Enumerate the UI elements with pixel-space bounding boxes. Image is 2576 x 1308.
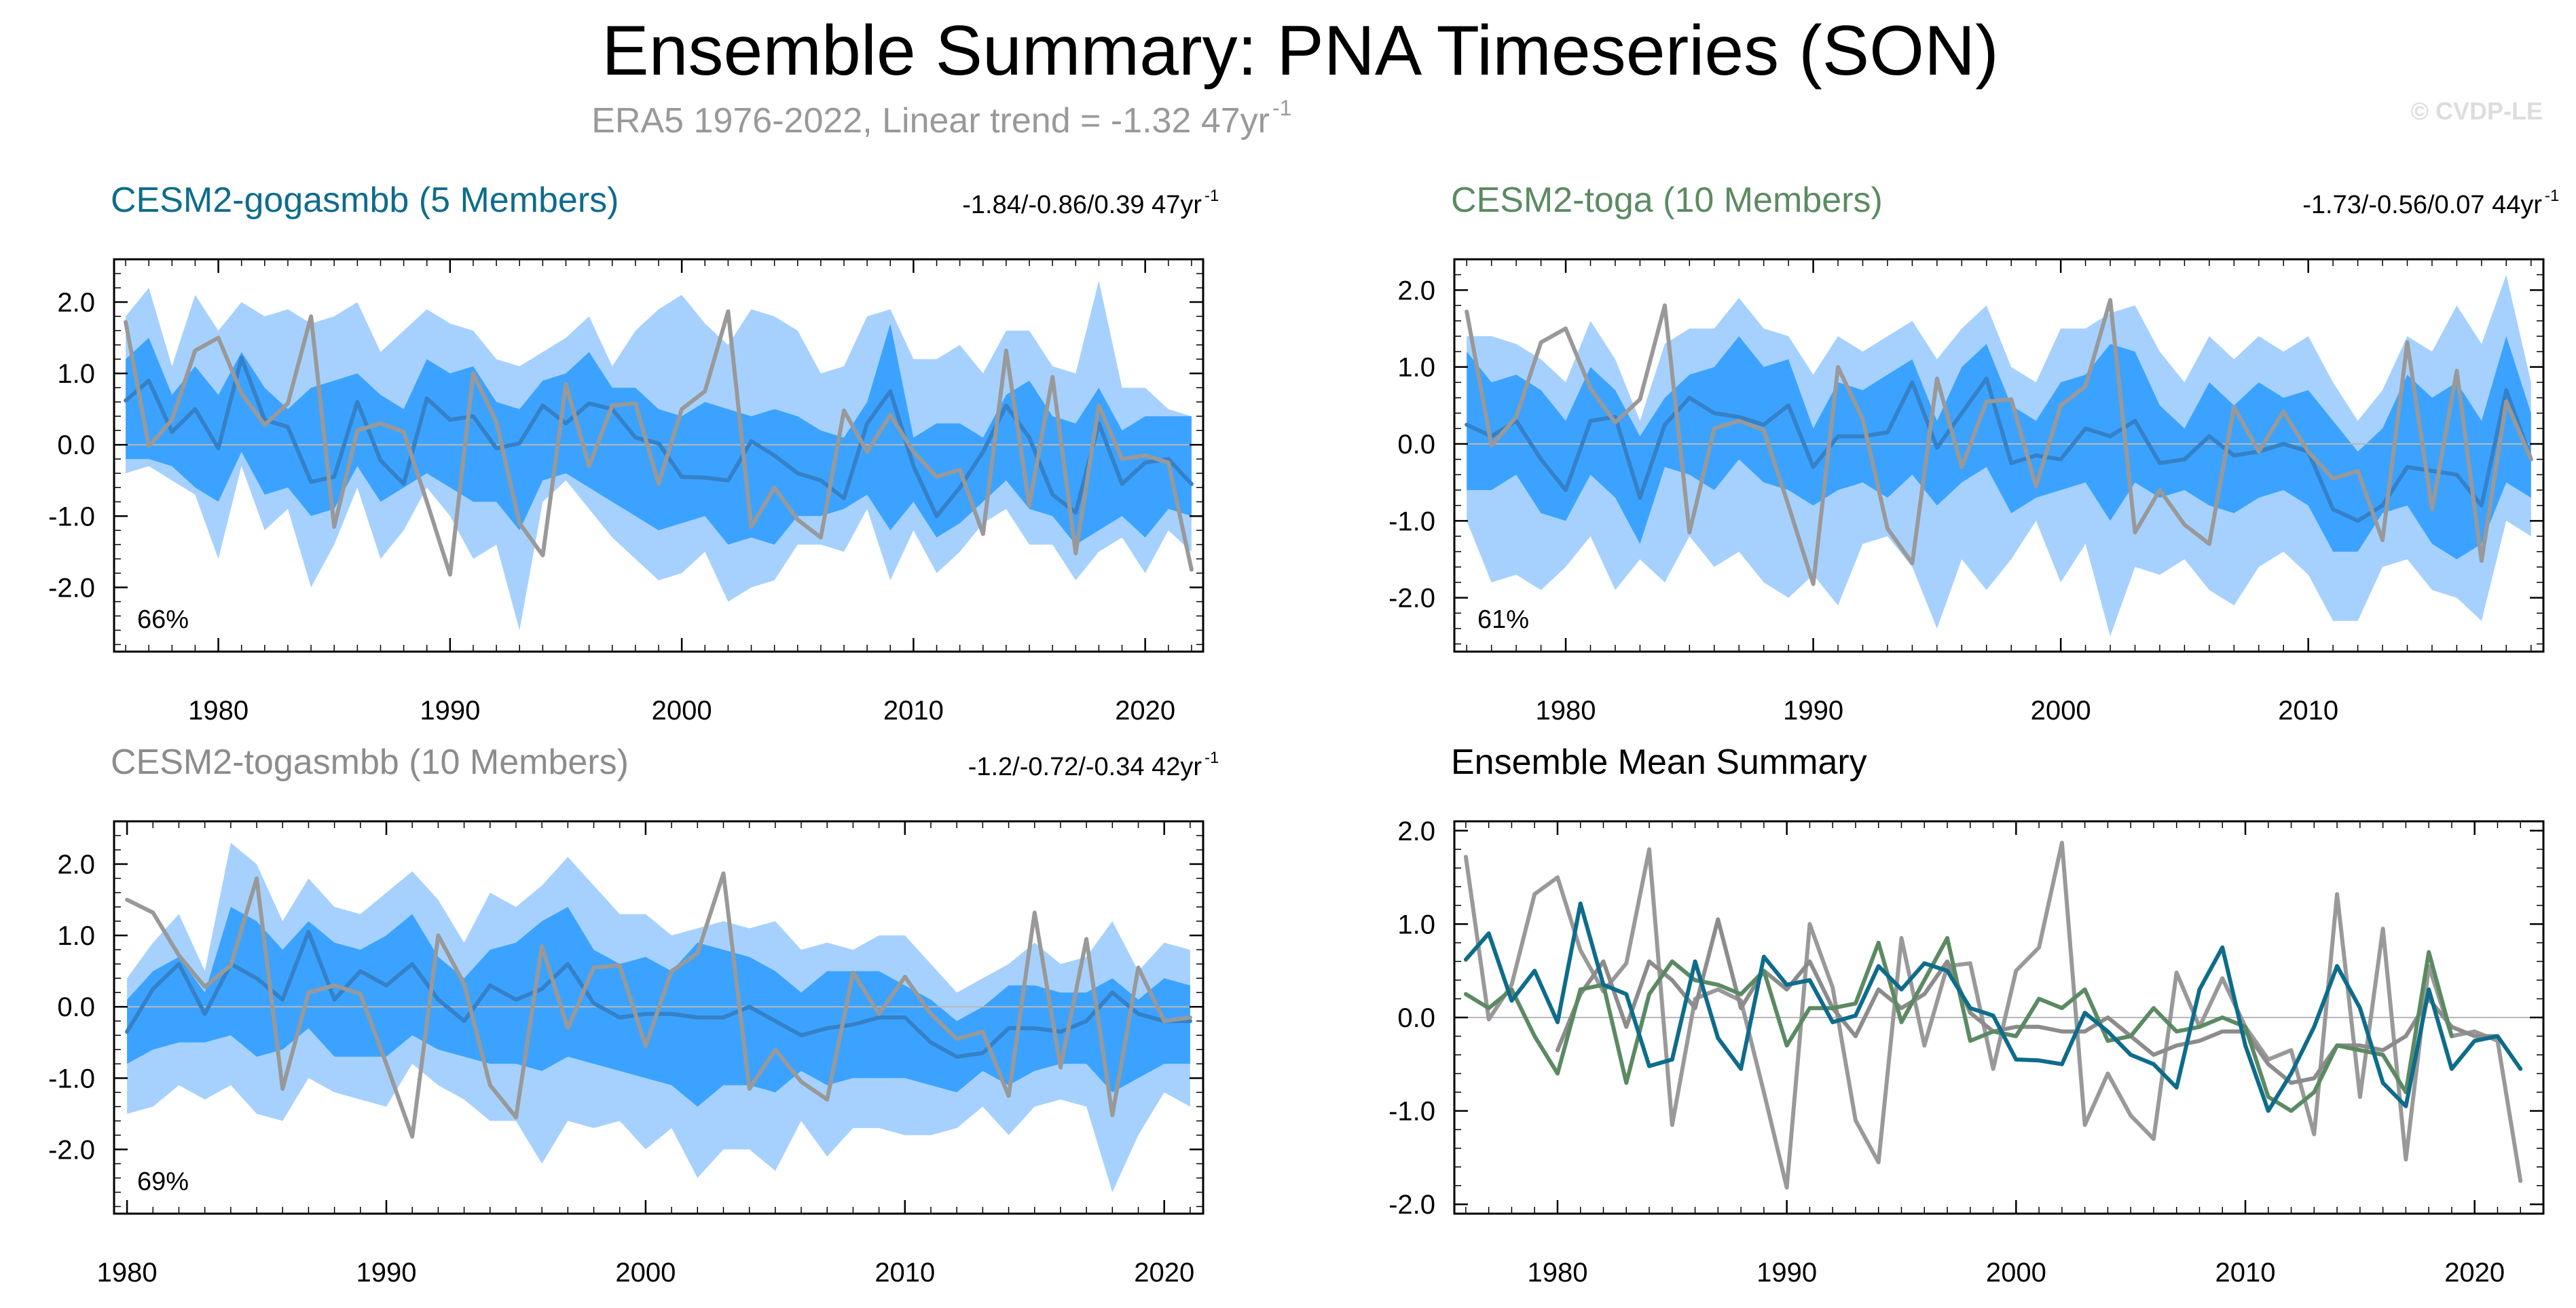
x-tick-label: 1990 [420, 696, 480, 726]
x-tick-label: 1990 [1783, 696, 1843, 726]
y-tick-label: 2.0 [57, 288, 95, 318]
plot-frame [1453, 258, 2545, 653]
y-tick-label: -2.0 [48, 1135, 95, 1165]
series-line-era5 [1463, 840, 2523, 1190]
figure-subtitle-superscript: -1 [1272, 96, 1291, 120]
panel-title: Ensemble Mean Summary [1451, 743, 1867, 782]
x-tick-label: 2000 [652, 696, 712, 726]
x-tick-label: 1990 [356, 1258, 417, 1288]
observations-line [124, 309, 1194, 577]
plot-area [114, 842, 1203, 1193]
x-tick-label: 1980 [97, 1258, 158, 1288]
y-tick-label: 2.0 [1397, 276, 1435, 305]
x-tick-label: 1980 [188, 696, 249, 726]
y-tick-label: 2.0 [1397, 817, 1435, 846]
panel-title: CESM2-toga (10 Members) [1451, 181, 1883, 220]
trend-superscript: -1 [1204, 187, 1219, 205]
y-tick-label: 1.0 [1397, 353, 1435, 383]
panel-title: CESM2-gogasmbb (5 Members) [111, 181, 619, 220]
trend-label: -1.2/-0.72/-0.34 42yr [968, 753, 1202, 781]
figure-title: Ensemble Summary: PNA Timeseries (SON) [602, 12, 1998, 90]
y-tick-label: -1.0 [48, 1064, 95, 1094]
chart-panel-1: CESM2-gogasmbb (5 Members) -1-1.84/-0.86/… [48, 181, 1219, 726]
chart-panel-4: Ensemble Mean Summary 2.0 1.0 0.0 -1.0 -2.0 19… [1388, 743, 2545, 1288]
trend-superscript: -1 [1204, 749, 1219, 767]
percent-label: 66% [137, 605, 189, 634]
panels-container: CESM2-gogasmbb (5 Members) -1-1.84/-0.86/… [48, 181, 2559, 1288]
x-tick-label: 2010 [2215, 1258, 2276, 1288]
x-tick-label: 1980 [1536, 696, 1596, 726]
inner-range-band [1467, 336, 2531, 559]
y-tick-label: -1.0 [48, 502, 95, 531]
x-tick-label: 2020 [1134, 1258, 1194, 1288]
x-tick-label: 2020 [2444, 1258, 2505, 1288]
y-tick-label: 0.0 [1397, 1003, 1435, 1033]
trend-label: -1.84/-0.86/0.39 47yr [962, 191, 1202, 219]
y-tick-label: -2.0 [1388, 584, 1435, 614]
x-tick-label: 2000 [615, 1258, 676, 1288]
y-tick-label: 1.0 [1397, 910, 1435, 939]
copyright-notice: © CVDP-LE [2410, 97, 2543, 125]
figure-subtitle: ERA5 1976-2022, Linear trend = -1.32 47y… [591, 101, 1270, 141]
trend-superscript: -1 [2545, 187, 2559, 205]
ensemble-mean-line [124, 356, 1194, 519]
y-tick-label: -1.0 [1388, 1097, 1435, 1127]
x-tick-label: 2000 [2031, 696, 2091, 726]
chart-panel-2: CESM2-toga (10 Members) -1-1.73/-0.56/0.0… [1388, 181, 2559, 726]
series-line-cesm2-gogasmbb [1463, 901, 2523, 1113]
chart-panel-3: CESM2-togasmbb (10 Members) -1-1.2/-0.72/… [48, 743, 1219, 1288]
y-tick-label: 0.0 [57, 992, 95, 1022]
trend-label: -1.73/-0.56/0.07 44yr [2302, 191, 2542, 219]
y-tick-label: 0.0 [1397, 430, 1435, 460]
observations-line [1465, 298, 2533, 586]
y-tick-label: -2.0 [1388, 1190, 1435, 1220]
panel-title: CESM2-togasmbb (10 Members) [111, 743, 629, 782]
plot-area [1454, 274, 2543, 637]
percent-label: 61% [1477, 605, 1529, 634]
ensemble-mean-line [1465, 376, 2533, 523]
y-tick-label: -2.0 [48, 573, 95, 603]
x-tick-label: 2010 [2278, 696, 2338, 726]
observations-line [125, 871, 1192, 1139]
y-tick-label: -1.0 [1388, 506, 1435, 536]
plot-frame [113, 820, 1204, 1215]
x-tick-label: 1990 [1756, 1258, 1817, 1288]
plot-area [114, 280, 1203, 631]
x-tick-label: 2000 [1986, 1258, 2046, 1288]
x-tick-label: 1980 [1527, 1258, 1587, 1288]
x-tick-label: 2010 [883, 696, 944, 726]
y-tick-label: 1.0 [57, 359, 95, 389]
x-tick-label: 2020 [1115, 696, 1175, 726]
percent-label: 69% [137, 1167, 189, 1196]
y-tick-label: 1.0 [57, 921, 95, 951]
y-tick-label: 0.0 [57, 430, 95, 460]
x-tick-label: 2010 [875, 1258, 935, 1288]
plot-area [1454, 840, 2543, 1190]
y-tick-label: 2.0 [57, 850, 95, 880]
